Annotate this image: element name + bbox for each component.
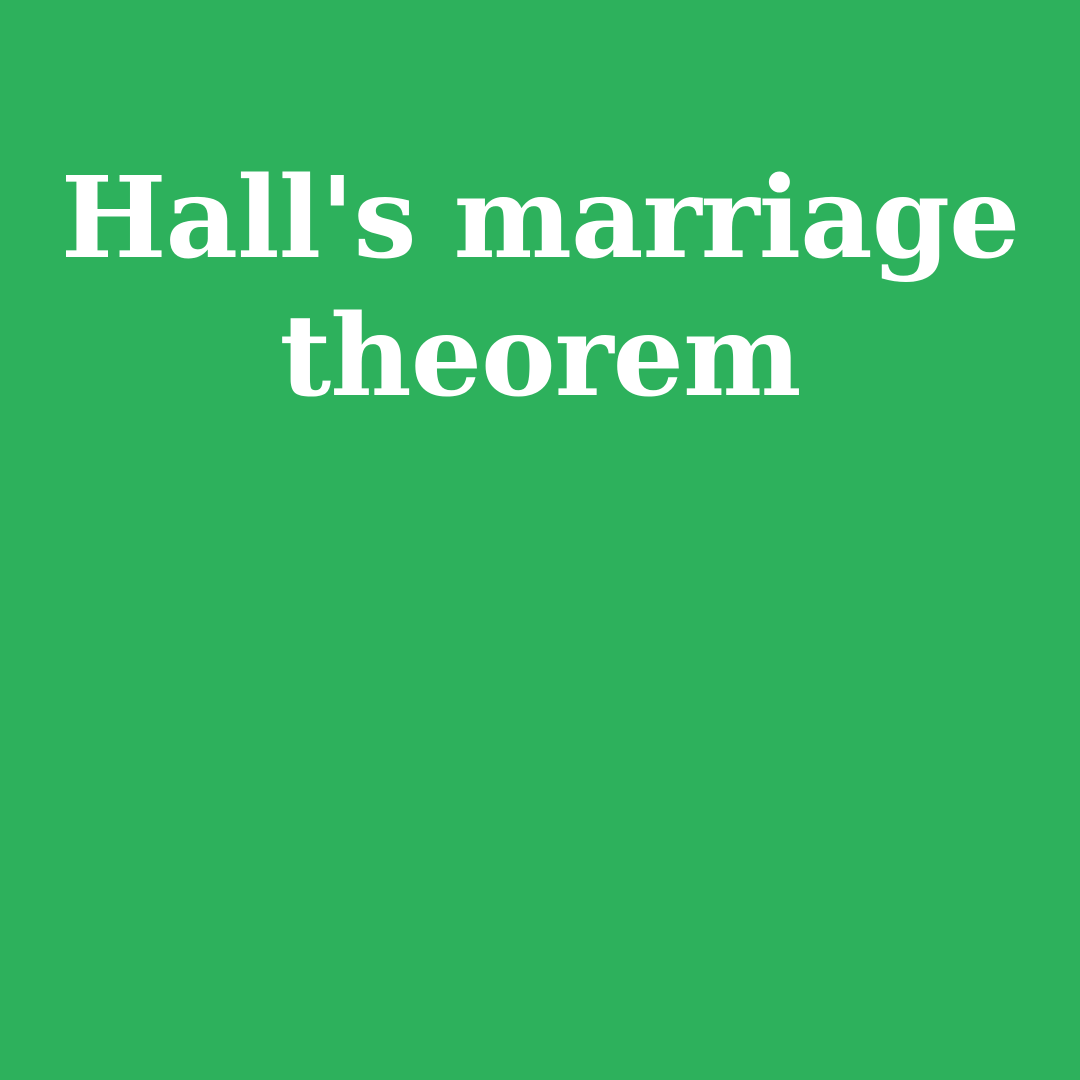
title-line-1: Hall's marriage [60,153,1021,284]
title-line-2: theorem [279,291,802,422]
page-title: Hall's marriage theorem [40,150,1040,426]
